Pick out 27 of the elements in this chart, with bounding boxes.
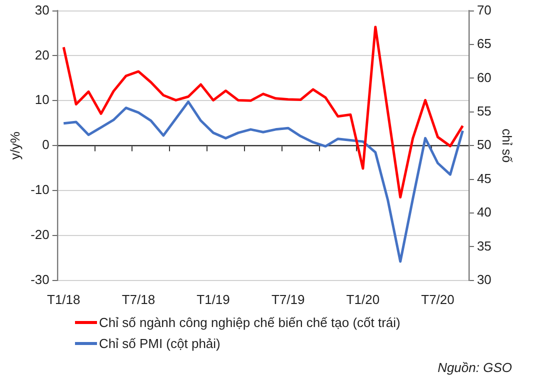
y2-tick-label: 40	[476, 204, 492, 220]
y-axis-title: y/y%	[7, 131, 22, 160]
y2-tick-label: 50	[476, 137, 492, 152]
y-tick-label: -30	[30, 272, 50, 287]
y-tick-label: 20	[34, 47, 50, 62]
x-tick-label: T7/20	[421, 292, 454, 307]
y-tick-label: 10	[34, 92, 50, 108]
legend-label: Chỉ số ngành công nghiệp chế biến chế tạo (cốt trái)	[99, 315, 400, 330]
y-tick-label: 30	[34, 2, 50, 18]
x-tick-label: T1/18	[47, 292, 80, 307]
y2-tick-label: 35	[476, 238, 492, 254]
y2-tick-label: 30	[476, 272, 492, 287]
y2-tick-label: 55	[476, 103, 492, 118]
x-tick-label: T7/19	[271, 292, 305, 307]
x-tick-label: T1/19	[196, 292, 230, 307]
y2-axis-title: chỉ số	[500, 128, 515, 163]
y2-tick-label: 70	[476, 2, 492, 18]
y2-tick-label: 65	[476, 36, 492, 52]
text: Nguồn: GSO	[438, 360, 512, 375]
y-tick-label: -20	[30, 227, 50, 242]
y2-tick-label: 45	[476, 170, 492, 186]
y-tick-label: -10	[30, 182, 50, 198]
x-tick-label: T1/20	[346, 292, 380, 307]
x-tick-label: T7/18	[122, 292, 156, 307]
y2-tick-label: 60	[476, 70, 492, 85]
legend-label: Chỉ số PMI (cột phải)	[99, 336, 220, 351]
y-tick-label: 0	[42, 137, 50, 152]
